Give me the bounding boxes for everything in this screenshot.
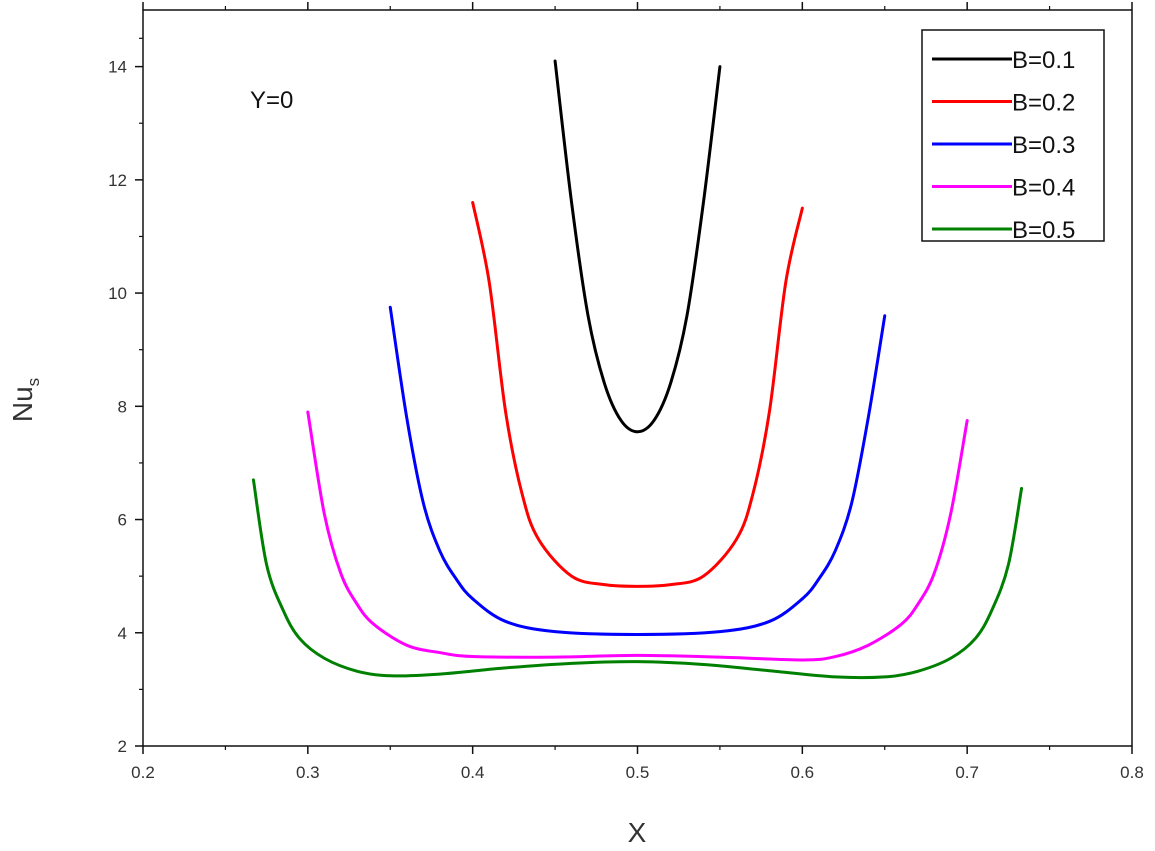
y-tick-label: 6 <box>118 511 127 530</box>
x-tick-label: 0.7 <box>955 763 979 782</box>
series-line-4 <box>306 410 969 662</box>
legend-label-1: B=0.1 <box>1012 47 1075 74</box>
y-tick-label: 10 <box>108 284 127 303</box>
axis-ticks: 0.2 0.3 0.4 0.5 0.6 0.7 0.8 2 4 6 8 10 12 14 <box>108 2 1144 782</box>
x-tick-label: 0.6 <box>791 763 815 782</box>
legend: B=0.1 B=0.2 B=0.3 B=0.4 B=0.5 <box>921 29 1105 244</box>
y-tick-label: 14 <box>108 58 127 77</box>
y-axis-title: Nus <box>7 378 43 422</box>
y-tick-label: 2 <box>118 737 127 756</box>
y-axis-title-main: Nu <box>7 386 38 422</box>
annotation-y0: Y=0 <box>250 87 293 114</box>
series-line-5 <box>251 478 1024 680</box>
y-tick-label: 12 <box>108 171 127 190</box>
legend-box <box>921 29 1105 242</box>
y-axis-title-subscript: s <box>24 378 43 387</box>
legend-label-3: B=0.3 <box>1012 132 1075 159</box>
series-lines <box>251 59 1024 680</box>
series-line-2 <box>471 200 804 588</box>
y-tick-label: 8 <box>118 397 127 416</box>
x-tick-label: 0.8 <box>1120 763 1144 782</box>
x-tick-label: 0.5 <box>626 763 650 782</box>
y-tick-label: 4 <box>118 624 127 643</box>
x-tick-label: 0.2 <box>131 763 155 782</box>
series-line-3 <box>388 305 887 636</box>
legend-label-2: B=0.2 <box>1012 90 1075 117</box>
x-tick-label: 0.4 <box>461 763 485 782</box>
legend-label-5: B=0.5 <box>1012 217 1075 244</box>
legend-label-4: B=0.4 <box>1012 175 1075 202</box>
series-line-1 <box>553 59 722 434</box>
x-axis-title: X <box>628 817 647 848</box>
x-tick-label: 0.3 <box>296 763 320 782</box>
